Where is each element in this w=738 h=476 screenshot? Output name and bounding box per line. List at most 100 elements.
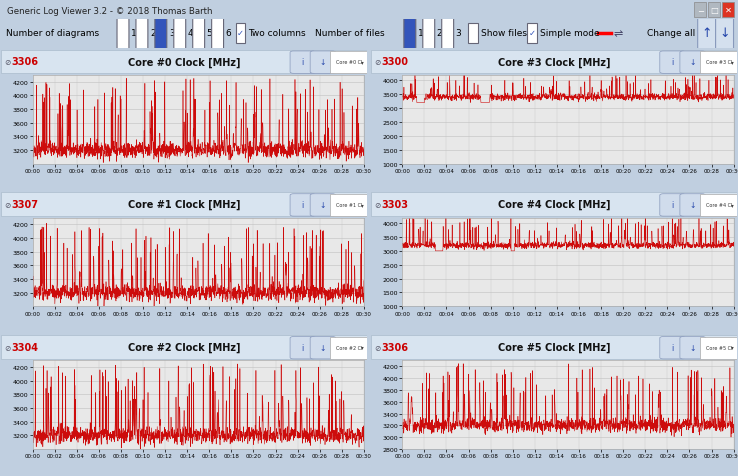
Text: □: □ <box>710 6 718 15</box>
Text: Number of diagrams: Number of diagrams <box>7 29 100 38</box>
Text: Core #5 Clock [MHz]: Core #5 Clock [MHz] <box>497 342 610 352</box>
Text: ✓: ✓ <box>528 29 535 38</box>
FancyBboxPatch shape <box>290 337 316 359</box>
Text: Show files: Show files <box>480 29 526 38</box>
FancyBboxPatch shape <box>700 52 738 74</box>
Circle shape <box>423 0 435 206</box>
Circle shape <box>155 0 167 206</box>
Text: 2: 2 <box>150 29 156 38</box>
Text: Generic Log Viewer 3.2 - © 2018 Thomas Barth: Generic Log Viewer 3.2 - © 2018 Thomas B… <box>7 7 213 16</box>
Text: i: i <box>672 58 674 67</box>
Circle shape <box>442 0 454 206</box>
Circle shape <box>404 0 415 206</box>
Text: Core #0 Cl: Core #0 Cl <box>337 60 363 65</box>
FancyBboxPatch shape <box>694 3 706 18</box>
FancyBboxPatch shape <box>310 52 336 74</box>
Text: ⊘: ⊘ <box>4 58 11 67</box>
FancyBboxPatch shape <box>708 3 720 18</box>
Text: i: i <box>672 200 674 209</box>
Text: 1: 1 <box>418 29 424 38</box>
Text: 4: 4 <box>187 29 193 38</box>
Circle shape <box>136 0 148 206</box>
Text: Two columns: Two columns <box>249 29 306 38</box>
Bar <box>1 193 367 217</box>
Text: Core #5 Cl: Core #5 Cl <box>706 345 733 350</box>
Text: Number of files: Number of files <box>315 29 384 38</box>
Text: Core #3 Clock [MHz]: Core #3 Clock [MHz] <box>497 57 610 68</box>
Text: ↓: ↓ <box>720 27 730 40</box>
FancyBboxPatch shape <box>680 337 706 359</box>
FancyBboxPatch shape <box>660 337 686 359</box>
Text: 3: 3 <box>455 29 461 38</box>
FancyBboxPatch shape <box>680 52 706 74</box>
Text: ▾: ▾ <box>731 60 734 65</box>
Text: ⊘: ⊘ <box>374 200 381 209</box>
Text: ↓: ↓ <box>320 58 326 67</box>
Text: ▾: ▾ <box>361 345 364 350</box>
Text: 3303: 3303 <box>382 200 408 210</box>
Bar <box>371 193 737 217</box>
FancyBboxPatch shape <box>680 194 706 217</box>
Text: ↑: ↑ <box>701 27 712 40</box>
Text: ↓: ↓ <box>689 343 696 352</box>
Text: ▾: ▾ <box>731 345 734 350</box>
Text: Core #1 Cl: Core #1 Cl <box>337 202 363 208</box>
Text: i: i <box>302 343 304 352</box>
Text: ⊘: ⊘ <box>4 343 11 352</box>
Text: 3306: 3306 <box>382 342 408 352</box>
Bar <box>1 336 367 359</box>
Text: ↓: ↓ <box>689 200 696 209</box>
Text: 3307: 3307 <box>12 200 38 210</box>
Text: Change all: Change all <box>647 29 695 38</box>
FancyBboxPatch shape <box>700 337 738 359</box>
Text: ─: ─ <box>697 6 703 15</box>
FancyBboxPatch shape <box>290 194 316 217</box>
Text: Core #0 Clock [MHz]: Core #0 Clock [MHz] <box>128 57 241 68</box>
Text: ⊘: ⊘ <box>374 343 381 352</box>
FancyBboxPatch shape <box>290 52 316 74</box>
Text: Core #4 Cl: Core #4 Cl <box>706 202 733 208</box>
Text: 1: 1 <box>131 29 137 38</box>
FancyBboxPatch shape <box>716 0 734 76</box>
FancyBboxPatch shape <box>660 52 686 74</box>
Text: ⊘: ⊘ <box>374 58 381 67</box>
Bar <box>468 24 477 44</box>
Text: Core #4 Clock [MHz]: Core #4 Clock [MHz] <box>497 200 610 210</box>
Circle shape <box>193 0 204 206</box>
FancyBboxPatch shape <box>310 337 336 359</box>
Bar <box>371 50 737 74</box>
Text: i: i <box>672 343 674 352</box>
Text: Core #2 Clock [MHz]: Core #2 Clock [MHz] <box>128 342 241 352</box>
FancyBboxPatch shape <box>700 194 738 217</box>
FancyBboxPatch shape <box>722 3 734 18</box>
Text: 3300: 3300 <box>382 57 408 67</box>
Text: Core #1 Clock [MHz]: Core #1 Clock [MHz] <box>128 200 241 210</box>
Text: Core #2 Cl: Core #2 Cl <box>337 345 363 350</box>
Bar <box>235 24 246 44</box>
Text: ▾: ▾ <box>361 60 364 65</box>
Text: ▾: ▾ <box>731 202 734 208</box>
Text: 2: 2 <box>437 29 442 38</box>
Text: Simple mode: Simple mode <box>540 29 600 38</box>
FancyBboxPatch shape <box>697 0 716 76</box>
Text: i: i <box>302 200 304 209</box>
Text: ↓: ↓ <box>320 200 326 209</box>
FancyBboxPatch shape <box>331 194 368 217</box>
Text: 6: 6 <box>226 29 231 38</box>
Circle shape <box>212 0 224 206</box>
Bar <box>528 24 537 44</box>
Text: Core #3 Cl: Core #3 Cl <box>706 60 733 65</box>
Text: ↓: ↓ <box>689 58 696 67</box>
Text: i: i <box>302 58 304 67</box>
Circle shape <box>173 0 186 206</box>
FancyBboxPatch shape <box>310 194 336 217</box>
Circle shape <box>117 0 129 206</box>
Text: 3306: 3306 <box>12 57 38 67</box>
FancyBboxPatch shape <box>331 337 368 359</box>
Text: 3304: 3304 <box>12 342 38 352</box>
Text: ⇌: ⇌ <box>613 29 622 39</box>
FancyBboxPatch shape <box>660 194 686 217</box>
Text: ↓: ↓ <box>320 343 326 352</box>
Text: ✓: ✓ <box>237 29 244 38</box>
FancyBboxPatch shape <box>331 52 368 74</box>
